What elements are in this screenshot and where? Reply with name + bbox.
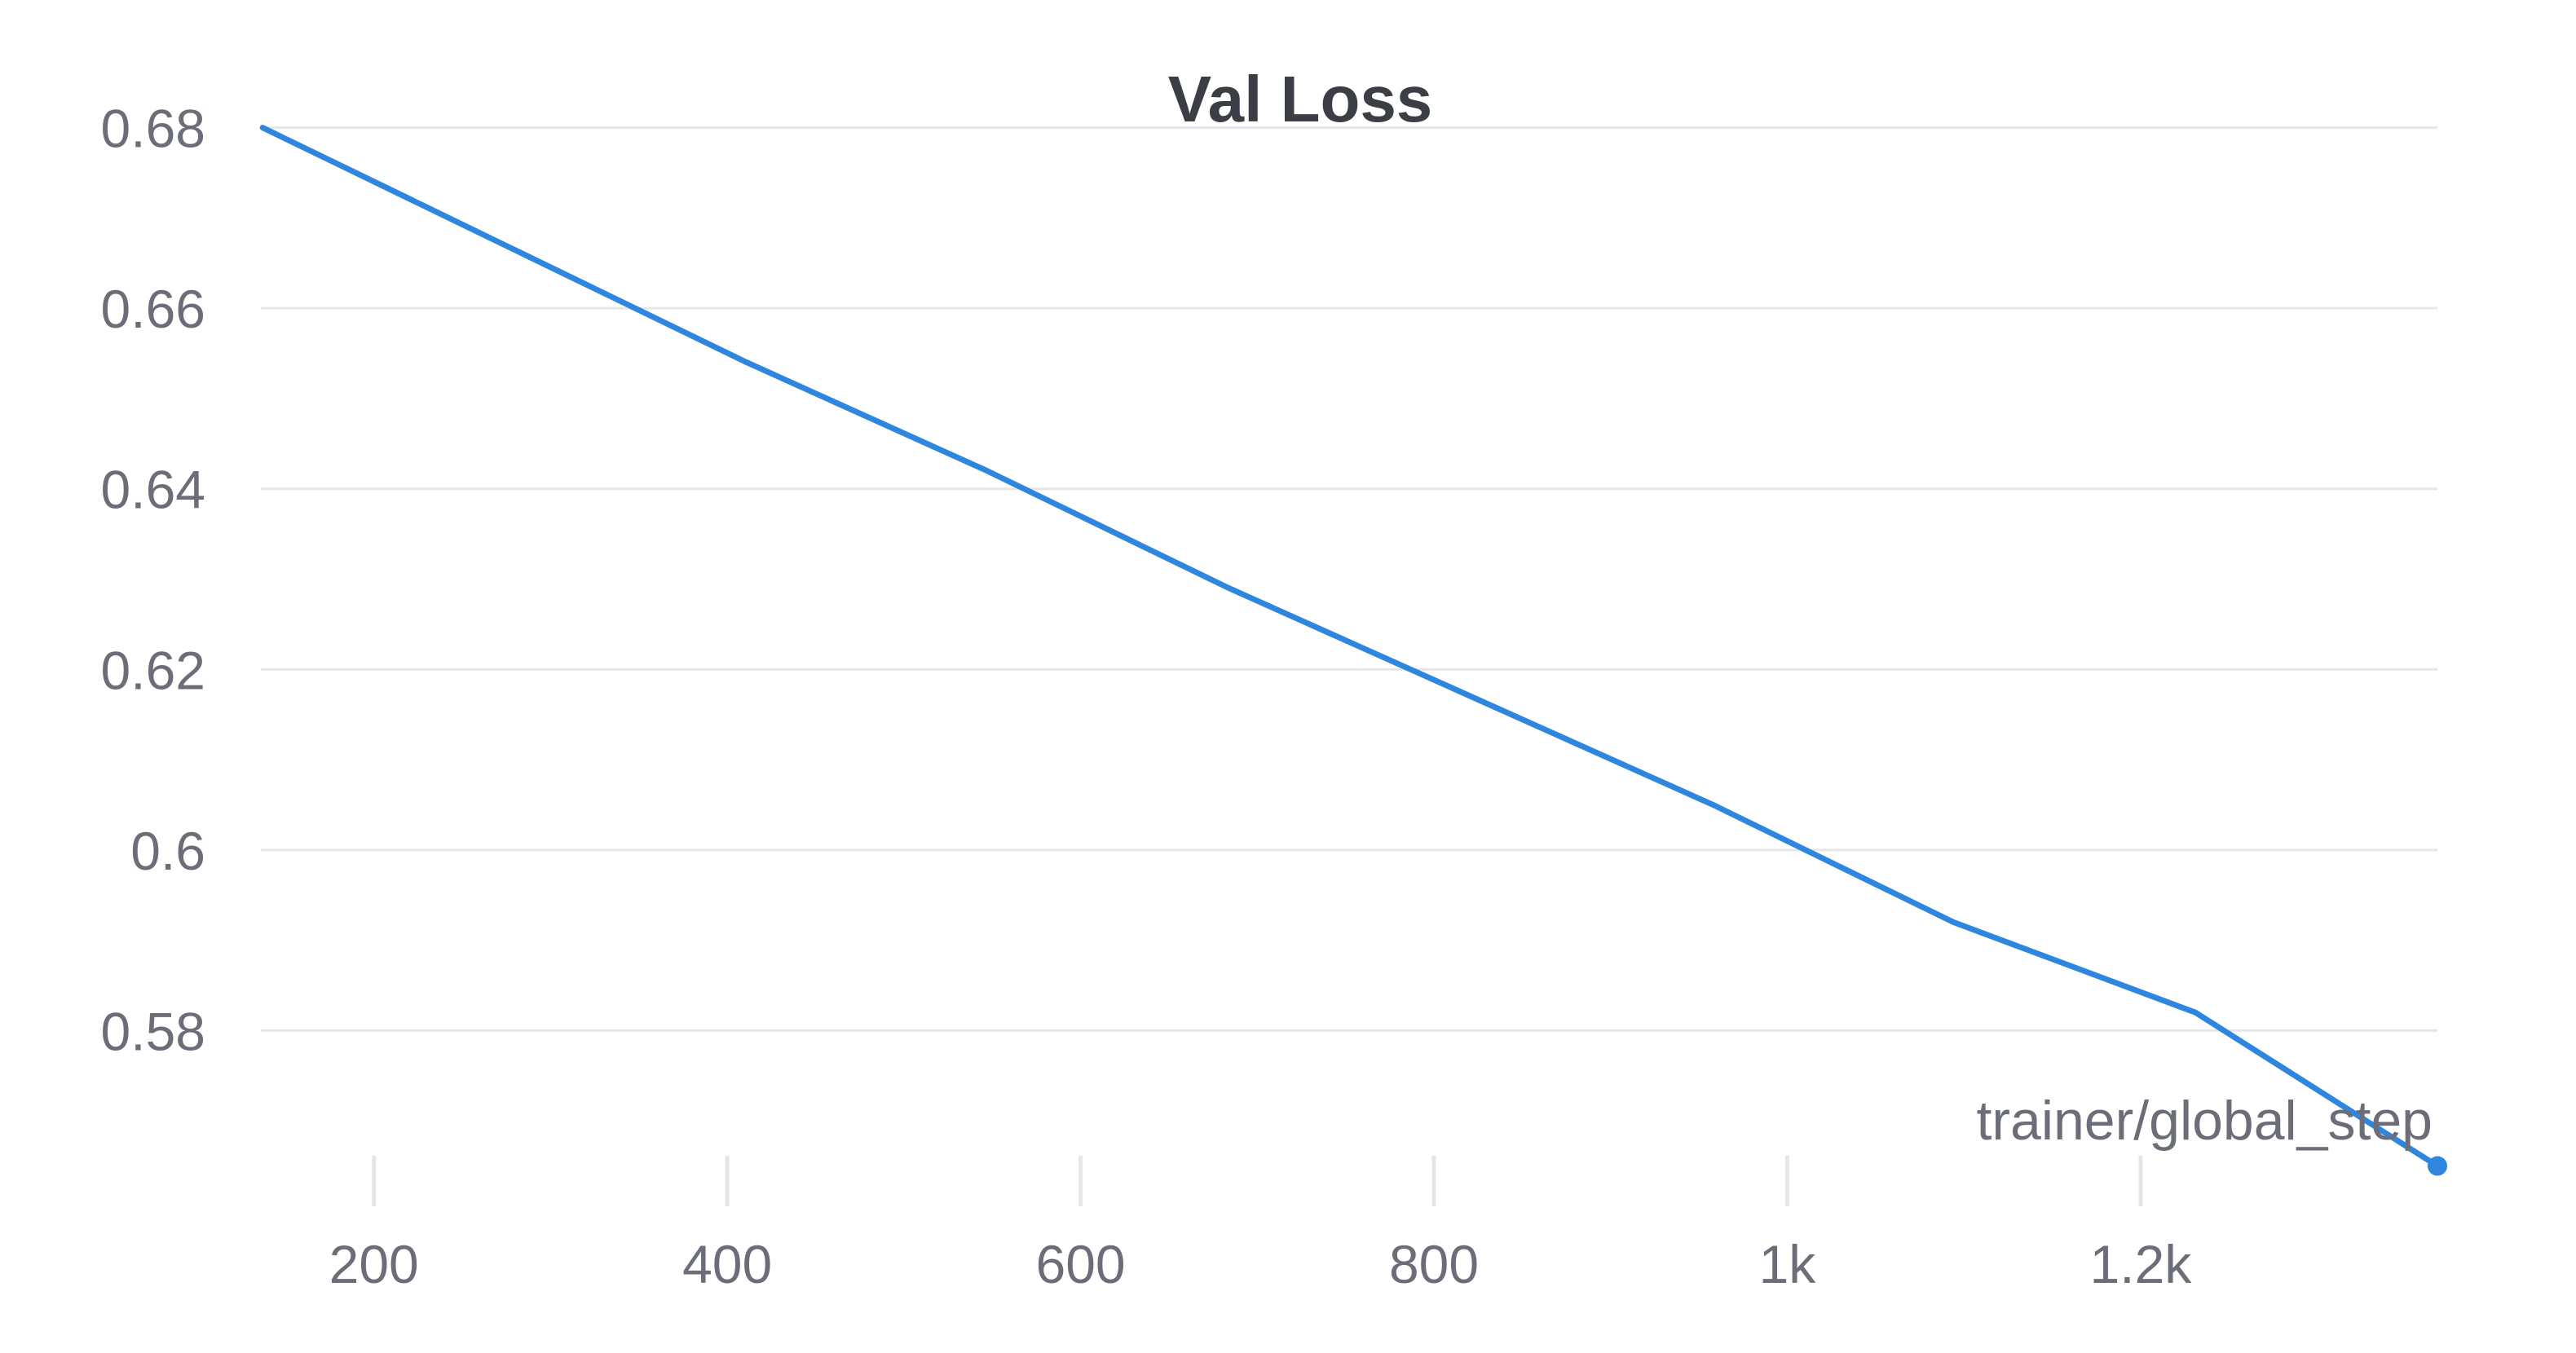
end-point-marker xyxy=(2428,1156,2447,1176)
y-tick-label: 0.6 xyxy=(130,821,205,881)
y-tick-label: 0.62 xyxy=(101,640,205,700)
y-tick-label: 0.68 xyxy=(101,99,205,159)
x-tick-label: 1.2k xyxy=(2090,1234,2193,1294)
grid-lines xyxy=(261,126,2437,1032)
y-tick-label: 0.66 xyxy=(101,279,205,339)
x-axis-ticks: 200 400 600 800 1k 1.2k xyxy=(329,1156,2193,1294)
y-axis-ticks: 0.58 0.6 0.62 0.64 0.66 0.68 xyxy=(101,99,205,1062)
x-tick-label: 600 xyxy=(1036,1234,1126,1294)
x-tick-label: 200 xyxy=(329,1234,419,1294)
y-tick-label: 0.58 xyxy=(101,1001,205,1061)
x-tick-label: 400 xyxy=(682,1234,772,1294)
series-line xyxy=(259,125,2441,1169)
x-tick-label: 800 xyxy=(1389,1234,1479,1294)
series-layer xyxy=(259,125,2447,1176)
x-tick-label: 1k xyxy=(1759,1234,1817,1294)
chart-title: Val Loss xyxy=(1167,63,1433,135)
x-axis-label: trainer/global_step xyxy=(1977,1090,2433,1152)
y-tick-label: 0.64 xyxy=(101,460,205,520)
